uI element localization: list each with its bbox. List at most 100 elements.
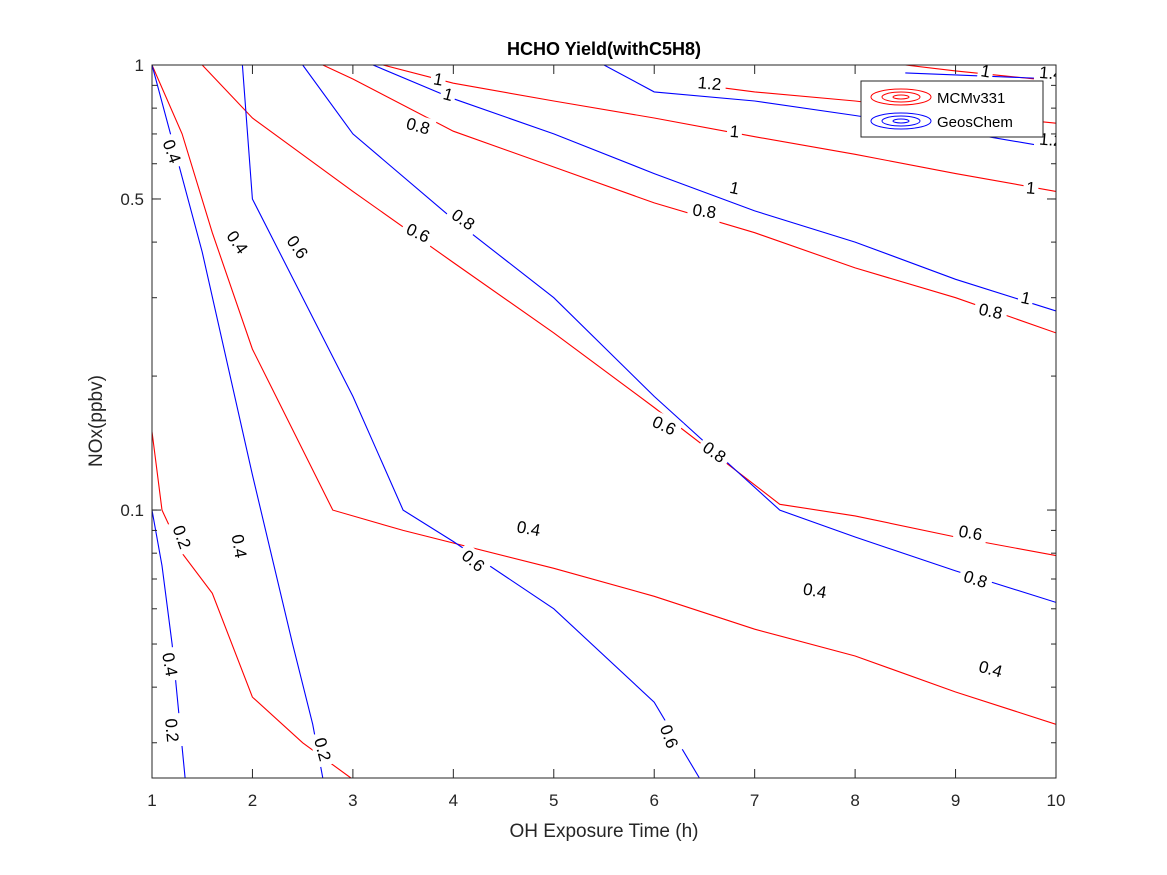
contour-label-geoschem-0: 0.4 [157, 646, 183, 683]
contour-label-text: 0.8 [977, 300, 1004, 323]
x-tick-label: 3 [348, 791, 357, 810]
contour-label-bg [952, 519, 989, 546]
contour-label-bg [279, 227, 316, 267]
contour-label-bg [444, 201, 483, 237]
contour-label-geoschem-2: 0.2 [160, 712, 184, 748]
y-tick-label: 0.1 [120, 501, 144, 520]
contour-label-bg [308, 730, 337, 768]
contour-label-bg [226, 528, 253, 565]
contour-label-text: 1 [729, 122, 740, 142]
contour-label-geoschem-4: 0.6 [279, 227, 316, 267]
contour-label-bg [429, 67, 448, 91]
contour-label-mcmv331-14: 1 [1022, 177, 1040, 199]
legend-label-geoschem: GeosChem [937, 114, 1013, 131]
contour-lines [152, 65, 1056, 778]
legend: MCMv331 GeosChem [860, 80, 1044, 138]
contour-label-geoschem-10: 1 [438, 82, 459, 106]
contour-mcmv331-0_2 [152, 431, 352, 778]
y-tick-label: 0.5 [120, 190, 144, 209]
contour-label-geoschem-3: 0.2 [308, 730, 337, 768]
contour-label-text: 1 [432, 69, 445, 89]
plot-area-frame [151, 64, 1057, 779]
contour-label-mcmv331-12: 1 [429, 67, 448, 91]
contour-label-mcmv331-8: 0.6 [952, 519, 989, 546]
contour-mcmv331-0_4 [152, 65, 1056, 725]
contour-label-bg [1016, 286, 1036, 310]
contour-label-text: 0.4 [158, 651, 181, 678]
contour-label-text: 0.4 [227, 533, 250, 560]
legend-swatch-mcm [870, 88, 932, 106]
chart-title: HCHO Yield(withC5H8) [507, 39, 701, 59]
contour-label-text: 0.4 [802, 579, 829, 602]
x-tick-label: 6 [649, 791, 658, 810]
legend-label-mcm: MCMv331 [937, 90, 1005, 107]
contour-label-bg [972, 654, 1010, 683]
contour-label-bg [399, 111, 437, 140]
x-tick-label: 7 [750, 791, 759, 810]
contour-label-bg [654, 717, 685, 756]
contour-geoschem-0_4 [152, 65, 324, 778]
contour-label-bg [725, 176, 745, 200]
contour-mcmv331-0_6 [201, 65, 1056, 557]
contour-label-geoschem-12: 1 [1016, 286, 1036, 310]
contour-label-bg [686, 198, 723, 224]
contour-label-bg [454, 542, 493, 579]
contour-label-mcmv331-10: 0.8 [686, 198, 723, 224]
contour-label-geoschem-11: 1 [725, 176, 745, 200]
contour-geoschem-1_4 [905, 72, 1056, 80]
contour-mcmv331-0_8 [322, 65, 1056, 334]
contour-geoschem-0_8 [302, 65, 1056, 603]
x-tick-label: 1 [147, 791, 156, 810]
y-tick-label: 1 [135, 56, 144, 75]
contour-label-bg [399, 216, 438, 249]
y-axis-title: NOx(ppbv) [86, 375, 107, 467]
contour-label-text: 1 [1019, 288, 1032, 309]
contour-label-bg [692, 71, 727, 95]
contour-label-text: 1 [979, 61, 992, 81]
contour-label-text: 1.4 [1038, 63, 1063, 84]
contour-label-text: 0.6 [957, 522, 984, 545]
contour-label-geoschem-1: 0.4 [226, 528, 253, 565]
x-tick-label: 10 [1047, 791, 1066, 810]
x-tick-label: 8 [850, 791, 859, 810]
x-tick-label: 9 [951, 791, 960, 810]
contour-label-mcmv331-13: 1 [726, 120, 743, 142]
contour-label-bg [695, 434, 734, 470]
contour-geoschem-1 [372, 65, 1056, 312]
contour-label-bg [726, 120, 743, 142]
x-tick-label: 5 [549, 791, 558, 810]
contour-label-bg [645, 409, 684, 442]
contour-label-bg [157, 646, 183, 683]
contour-label-bg [972, 297, 1009, 325]
legend-swatch-geoschem [870, 112, 932, 130]
contour-label-bg [167, 518, 198, 556]
contour-label-bg [438, 82, 459, 106]
x-tick-label: 4 [449, 791, 458, 810]
contour-label-text: 0.8 [691, 200, 717, 222]
contour-label-text: 0.2 [161, 718, 182, 743]
x-axis: 1 2 3 4 5 6 7 8 9 10 [147, 65, 1065, 810]
contour-label-mcmv331-5: 0.4 [972, 654, 1010, 683]
x-axis-title: OH Exposure Time (h) [510, 821, 699, 842]
contour-label-geoschem-15: 1.4 [1033, 63, 1063, 85]
contour-label-geoschem-13: 1.2 [692, 71, 727, 95]
contour-geoschem-0_6 [241, 65, 700, 778]
contour-label-bg [1033, 65, 1056, 85]
contour-label-text: 1.2 [697, 73, 722, 94]
contour-label-mcmv331-11: 0.8 [972, 297, 1009, 325]
legend-box [860, 80, 1044, 138]
contour-geoschem-0_2 [152, 510, 186, 778]
contour-label-bg [1022, 177, 1040, 199]
contour-label-text: 0.4 [515, 517, 542, 540]
contour-label-text: 1 [728, 178, 741, 199]
y-axis: 0.1 0.5 1 [120, 56, 1056, 744]
contour-label-mcmv331-4: 0.4 [796, 577, 833, 604]
contour-label-mcmv331-3: 0.4 [510, 515, 547, 542]
contour-label-bg [160, 712, 184, 748]
contour-label-bg [796, 577, 833, 604]
contour-label-bg [219, 222, 256, 262]
contour-label-text: 1 [1025, 178, 1036, 198]
contour-label-bg [157, 132, 188, 171]
contour-label-bg [956, 564, 995, 594]
